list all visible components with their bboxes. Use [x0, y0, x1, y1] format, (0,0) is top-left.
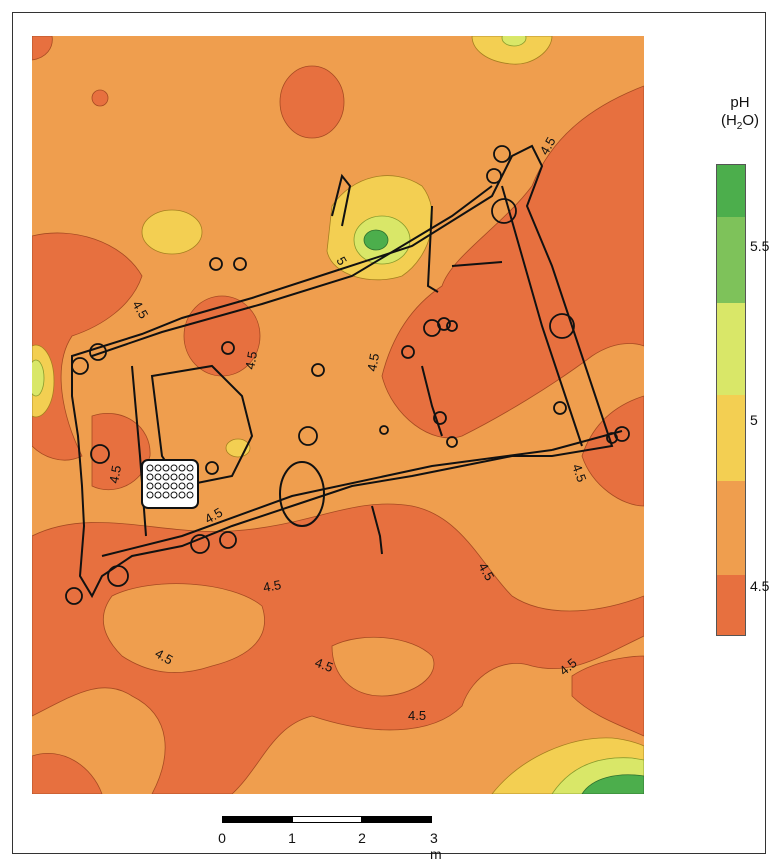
posthole — [437, 317, 451, 331]
low-zone-dot — [91, 89, 109, 107]
ph-map: 4.5 4.5 5 4.5 4.5 4.5 4.5 4.5 4.5 4.5 4.… — [32, 36, 644, 794]
feature-trench — [426, 205, 439, 293]
mid-islands — [103, 583, 435, 697]
posthole — [221, 341, 235, 355]
legend-class-swatch — [717, 575, 745, 635]
structure-outline — [71, 144, 614, 599]
legend-class-swatch — [717, 481, 745, 575]
legend-title-line2: (H2O) — [720, 112, 760, 132]
ph-contour-map-svg: 4.5 4.5 5 4.5 4.5 4.5 4.5 4.5 4.5 4.5 4.… — [32, 36, 644, 794]
yellow-zone-top-right — [471, 36, 553, 65]
scale-label: 3 m — [430, 830, 442, 862]
posthole — [401, 345, 415, 359]
legend-color-bar — [716, 164, 746, 636]
legend-class-swatch — [717, 165, 745, 217]
posthole — [298, 426, 318, 446]
posthole — [446, 320, 458, 332]
contour-label: 4.5 — [408, 708, 426, 723]
posthole — [65, 587, 83, 605]
legend-title-line1: pH — [730, 94, 750, 111]
scale-segment — [362, 816, 432, 823]
green-zones — [363, 229, 644, 794]
contour-label: 4.5 — [242, 350, 260, 370]
contour-label: 4.5 — [569, 462, 589, 484]
scale-label: 0 — [218, 830, 226, 846]
ph-legend: pH (H2O) 5.5 5 4.5 — [712, 94, 772, 664]
posthole — [553, 401, 567, 415]
stone-cluster — [141, 459, 199, 509]
yellow-zone-left — [141, 209, 203, 255]
structure-inner-wall-bottom — [101, 449, 553, 557]
scale-segment — [222, 816, 292, 823]
green-zone-center — [363, 229, 389, 251]
scale-label: 2 — [358, 830, 366, 846]
feature-slot — [421, 365, 443, 437]
postholes — [65, 145, 630, 605]
posthole — [219, 531, 237, 549]
legend-tick-label: 4.5 — [750, 578, 770, 594]
feature-extension — [551, 430, 623, 451]
low-zone-bottom-left — [32, 753, 103, 794]
feature-bar — [451, 261, 503, 267]
posthole — [233, 257, 247, 271]
contour-label: 4.5 — [262, 577, 282, 595]
light-green-zone-top — [501, 36, 527, 47]
low-zone-left — [32, 232, 143, 461]
feature-top-line — [331, 173, 352, 227]
light-green-zone-left — [32, 359, 45, 397]
contour-label: 4.5 — [106, 464, 124, 484]
green-zone-bottom-right — [581, 774, 644, 794]
mid-island-bottom-left — [103, 583, 265, 673]
posthole — [205, 461, 219, 475]
posthole — [433, 411, 447, 425]
posthole — [486, 168, 502, 184]
posthole — [446, 436, 458, 448]
posthole — [190, 534, 210, 554]
legend-class-swatch — [717, 303, 745, 395]
low-zone-top-center — [279, 65, 345, 139]
legend-tick-label: 5.5 — [750, 238, 770, 254]
posthole — [90, 444, 110, 464]
low-zone-right-top — [381, 85, 644, 439]
scale-bar: 0 1 2 3 m — [200, 806, 460, 862]
posthole — [493, 145, 511, 163]
posthole — [107, 565, 129, 587]
low-zone-left-inner — [91, 413, 151, 490]
legend-class-swatch — [717, 217, 745, 303]
low-zone-right-mid — [581, 395, 644, 507]
feature-slot-2 — [371, 505, 383, 555]
posthole — [311, 363, 325, 377]
structure-inner-wall-top — [91, 185, 493, 357]
structure-inner-wall-right — [501, 185, 583, 447]
posthole — [379, 425, 389, 435]
posthole — [209, 257, 223, 271]
scale-segment — [292, 816, 362, 823]
legend-tick-label: 5 — [750, 412, 758, 428]
stone-cluster-stones — [146, 464, 194, 499]
pit-oval — [279, 461, 325, 527]
posthole — [71, 357, 89, 375]
low-zone-topleft — [32, 36, 53, 61]
feature-outlines — [71, 144, 623, 599]
posthole — [491, 198, 517, 224]
posthole — [606, 432, 618, 444]
legend-title: pH (H2O) — [712, 94, 768, 136]
low-zone-bottom-right — [571, 655, 644, 737]
contour-label: 4.5 — [313, 655, 335, 675]
structure-inner-wall-left — [131, 365, 147, 537]
posthole — [549, 313, 575, 339]
mid-island-bottom-center — [331, 636, 435, 697]
posthole — [89, 343, 107, 361]
legend-class-swatch — [717, 395, 745, 481]
scale-label: 1 — [288, 830, 296, 846]
contour-label: 4.5 — [364, 352, 382, 372]
